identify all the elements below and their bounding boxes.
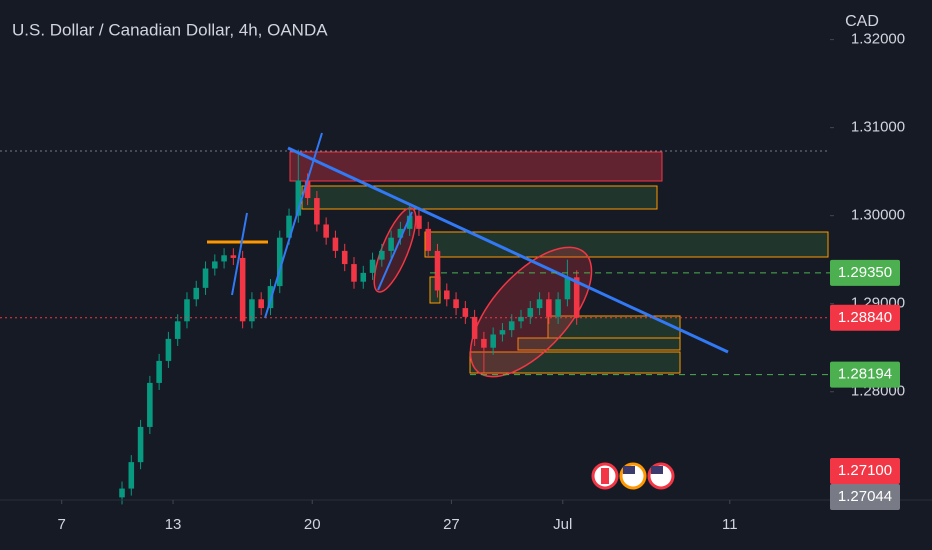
price-label-box: [830, 483, 900, 510]
candle-body: [332, 237, 339, 251]
flag: [651, 466, 663, 474]
candle-body: [518, 316, 524, 322]
candle-body: [128, 462, 135, 489]
x-tick-label: 27: [443, 516, 460, 533]
event-icons: [591, 462, 675, 490]
candle-body: [462, 308, 469, 317]
candle-body: [406, 215, 413, 229]
candle-body: [258, 299, 264, 309]
candle-body: [434, 250, 441, 291]
candle-body: [286, 215, 292, 238]
candle-body: [314, 198, 320, 225]
candle-body: [397, 228, 404, 238]
trend-line: [231, 212, 248, 296]
candle-body: [490, 334, 496, 348]
y-tick-label: 1.30000: [851, 207, 905, 224]
price-label: 1.29350: [838, 264, 892, 281]
currency-label: CAD: [845, 13, 879, 30]
x-tick-label: 20: [304, 516, 321, 533]
candle-body: [453, 299, 459, 309]
candle-body: [564, 277, 571, 300]
candle-body: [443, 290, 450, 300]
trend-line: [287, 146, 729, 354]
candle-body: [221, 255, 227, 262]
candle-body: [156, 360, 162, 383]
flag: [601, 468, 609, 484]
trend-line: [377, 211, 413, 291]
candle-body: [471, 316, 478, 339]
candle-body: [249, 299, 255, 322]
price-label-box: [830, 457, 900, 484]
candle-body: [351, 264, 357, 282]
candle-body: [174, 321, 181, 339]
candle-body: [573, 277, 580, 318]
candle-body: [379, 250, 385, 260]
candle-body: [323, 224, 329, 238]
price-label: 1.28840: [838, 309, 892, 326]
price-label-box: [830, 361, 900, 388]
candle-body: [147, 382, 153, 427]
trend-lines: [231, 132, 729, 354]
zone: [424, 231, 829, 258]
candle-body: [212, 261, 218, 269]
candle-body: [360, 272, 367, 282]
candle-body: [536, 299, 543, 309]
candle-body: [341, 250, 348, 265]
candle-body: [202, 268, 209, 288]
candle-body: [388, 237, 394, 251]
candle-body: [295, 180, 302, 216]
candle-body: [546, 299, 552, 317]
candle-body: [137, 426, 144, 463]
candle-body: [276, 237, 283, 287]
flag: [623, 466, 635, 474]
candle-body: [304, 180, 311, 199]
price-label: 1.27100: [838, 462, 892, 479]
drawings: [0, 150, 830, 378]
candle-body: [230, 255, 237, 258]
y-tick-label: 1.31000: [851, 119, 905, 136]
candle-body: [527, 308, 534, 317]
candle-body: [239, 257, 246, 322]
candle-body: [165, 338, 172, 361]
trend-line: [264, 132, 323, 319]
x-tick-label: Jul: [553, 516, 572, 533]
supply-zone: [289, 151, 663, 182]
x-tick-label: 7: [58, 516, 66, 533]
candle-body: [508, 321, 515, 331]
price-label: 1.27044: [838, 488, 892, 505]
y-tick-label: 1.32000: [851, 31, 905, 48]
candle-body: [416, 215, 422, 229]
candle-body: [119, 488, 125, 498]
candle-body: [184, 299, 190, 322]
zone: [517, 337, 681, 351]
x-tick-label: 11: [722, 516, 738, 533]
candle-body: [369, 259, 376, 273]
candle-body: [555, 299, 561, 317]
chart-title: U.S. Dollar / Canadian Dollar, 4h, OANDA: [12, 20, 328, 39]
price-label: 1.28194: [838, 366, 892, 383]
x-tick-label: 13: [165, 516, 182, 533]
price-label-box: [830, 259, 900, 286]
candle-body: [499, 330, 506, 335]
zone: [301, 185, 658, 210]
candle-body: [481, 338, 487, 348]
candle-body: [193, 287, 200, 300]
price-label-box: [830, 304, 900, 331]
candle-body: [425, 228, 432, 251]
